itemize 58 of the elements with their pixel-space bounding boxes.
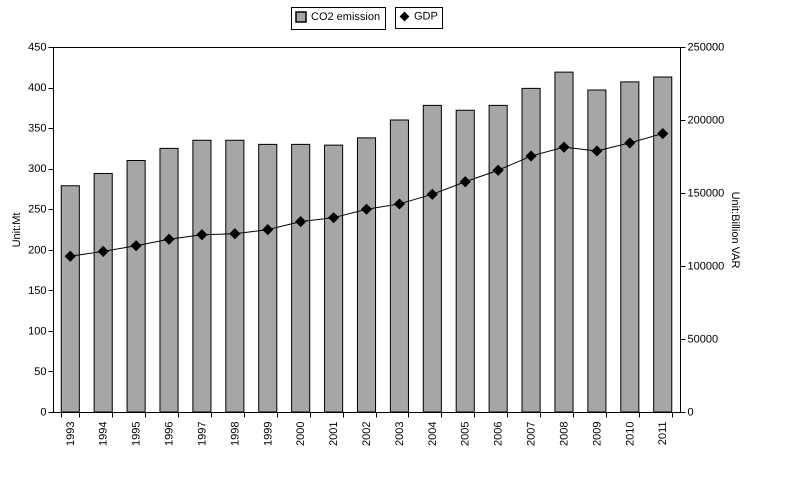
point xyxy=(65,251,76,262)
x-tick-label: 2010 xyxy=(624,422,636,446)
y-tick-label: 450 xyxy=(28,42,46,54)
y-tick-label: 350 xyxy=(28,122,46,135)
point xyxy=(328,212,339,223)
point xyxy=(164,234,174,244)
x-tick-label: 1996 xyxy=(164,422,176,446)
point xyxy=(460,176,470,187)
point xyxy=(624,138,635,148)
legend-label: GDP xyxy=(414,10,438,22)
y-tick-label: 200 xyxy=(28,244,46,256)
point xyxy=(526,150,536,162)
y-axis-title: Unit:Mt xyxy=(11,212,24,248)
point xyxy=(295,216,306,227)
point xyxy=(262,224,273,235)
y-tick-label: 50 xyxy=(34,366,46,378)
y-tick-label: 250 xyxy=(28,204,46,216)
x-tick-label: 2000 xyxy=(295,422,308,446)
point xyxy=(558,142,570,152)
point xyxy=(592,146,602,156)
x-tick-label: 1997 xyxy=(196,422,208,446)
point xyxy=(98,246,108,257)
y2-tick-label: 100000 xyxy=(688,260,724,272)
x-tick-label: 2003 xyxy=(394,422,406,446)
x-tick-label: 1999 xyxy=(262,422,274,446)
x-tick-label: 1998 xyxy=(229,422,242,446)
y2-tick-label: 150000 xyxy=(688,188,724,200)
point xyxy=(492,165,504,176)
y2-tick-label: 0 xyxy=(688,406,694,418)
y-tick-label: 100 xyxy=(28,325,46,338)
y2-tick-label: 250000 xyxy=(688,42,724,54)
point xyxy=(361,204,372,214)
x-tick-label: 2002 xyxy=(361,422,373,446)
x-tick-label: 2005 xyxy=(460,422,472,446)
x-tick-label: 2011 xyxy=(657,422,670,446)
x-tick-label: 1993 xyxy=(64,422,77,446)
x-tick-label: 1994 xyxy=(98,422,110,446)
y2-tick-label: 50000 xyxy=(688,334,718,346)
y2-axis-title: Unit:Billion VAR xyxy=(729,192,742,268)
x-tick-label: 2007 xyxy=(526,422,538,446)
y2-tick-label: 200000 xyxy=(688,114,724,126)
x-tick-label: 1995 xyxy=(130,422,143,446)
point xyxy=(196,230,208,240)
y-tick-label: 150 xyxy=(28,284,46,297)
x-tick-label: 2009 xyxy=(591,422,604,446)
x-tick-label: 2004 xyxy=(426,422,439,446)
y-tick-label: 400 xyxy=(28,82,46,94)
x-tick-label: 2001 xyxy=(328,422,340,446)
y-tick-label: 300 xyxy=(28,163,46,176)
point xyxy=(130,240,142,251)
point xyxy=(658,128,668,139)
x-tick-label: 2008 xyxy=(558,422,570,446)
legend-label: CO2 emission xyxy=(311,11,380,23)
y-tick-label: 0 xyxy=(40,406,46,418)
x-tick-label: 2006 xyxy=(492,422,505,446)
point xyxy=(427,189,438,200)
point xyxy=(394,198,405,210)
point xyxy=(230,228,240,239)
